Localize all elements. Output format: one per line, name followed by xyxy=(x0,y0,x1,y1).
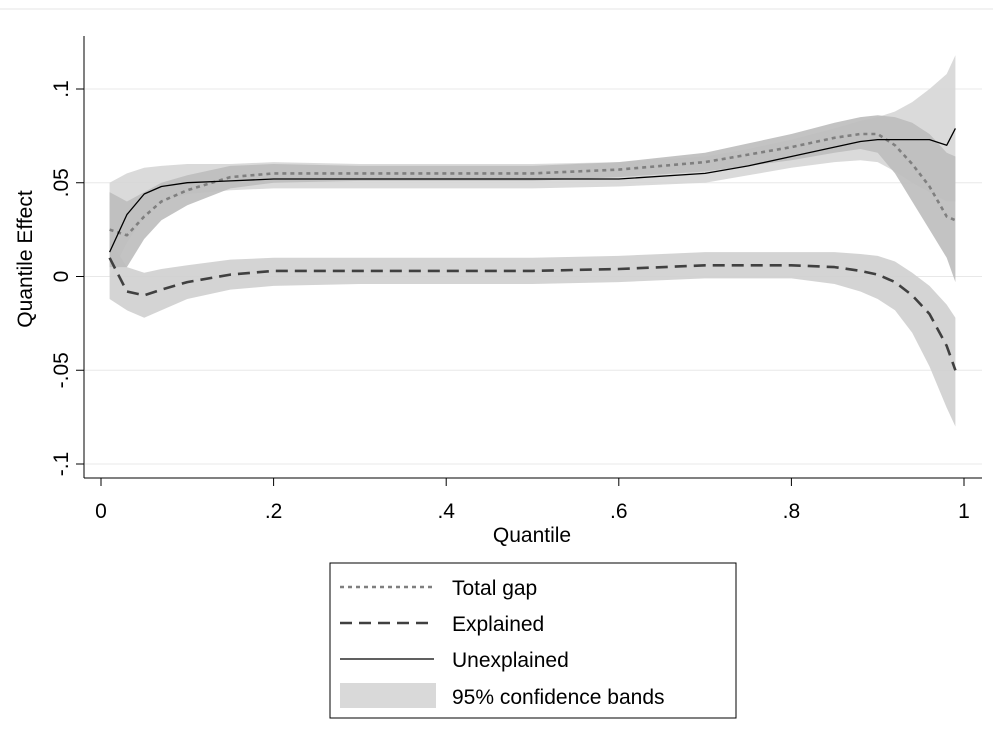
y-axis-title: Quantile Effect xyxy=(14,190,37,328)
x-tick-label-4: .8 xyxy=(783,500,801,523)
series-line-explained xyxy=(108,257,957,371)
x-tick-label-5: 1 xyxy=(958,500,970,523)
x-tick-label-1: .2 xyxy=(265,500,283,523)
series-line-unexplained xyxy=(109,128,956,253)
y-tick-label-1: -.05 xyxy=(50,352,73,388)
legend-label-explained: Explained xyxy=(452,613,544,636)
confidence-band-explained xyxy=(109,239,956,427)
x-tick-label-3: .6 xyxy=(610,500,628,523)
legend-label-confidence-band: 95% confidence bands xyxy=(452,686,665,709)
tick-layer: 0 .2 .4 .6 .8 1 -.1 -.05 0 .05 .1 xyxy=(50,80,970,523)
y-tick-label-4: .1 xyxy=(50,80,73,98)
band-layer xyxy=(109,55,956,427)
y-tick-label-0: -.1 xyxy=(50,452,73,477)
x-axis-title: Quantile xyxy=(493,524,571,547)
confidence-band-total-gap xyxy=(109,115,956,283)
legend-label-unexplained: Unexplained xyxy=(452,649,569,672)
x-tick-label-0: 0 xyxy=(95,500,107,523)
series-line-total-gap xyxy=(109,132,956,237)
legend-swatch-confidence-band xyxy=(340,683,436,708)
line-layer xyxy=(108,128,957,371)
x-tick-label-2: .4 xyxy=(437,500,455,523)
axis-layer xyxy=(83,36,982,479)
legend-label-total-gap: Total gap xyxy=(452,577,537,600)
y-tick-label-3: .05 xyxy=(50,168,73,197)
y-tick-label-2: 0 xyxy=(50,271,73,283)
legend: Total gap Explained Unexplained 95% conf… xyxy=(329,562,737,719)
